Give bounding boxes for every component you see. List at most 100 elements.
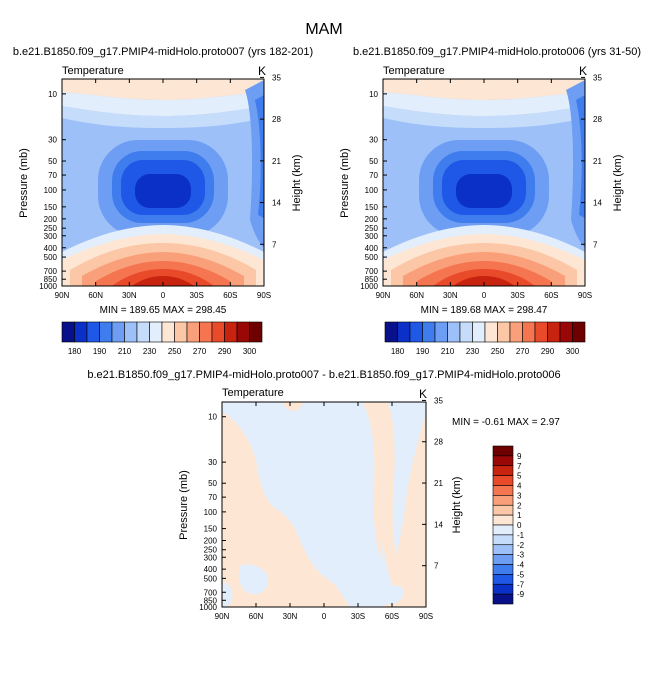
x-tick-label: 0: [322, 612, 327, 621]
colorbar-swatch: [136, 321, 150, 343]
y-right-tick-label: 7: [434, 562, 439, 571]
colorbar: 180 190 210 230 250 270 290 300: [61, 321, 263, 356]
y-tick-label: 10: [48, 90, 57, 99]
y-right-tick-label: 35: [272, 73, 281, 82]
y-tick-label: 200: [44, 215, 58, 224]
colorbar-swatch: [111, 321, 125, 343]
x-tick-label: 30N: [283, 612, 298, 621]
colorbar-label: -1: [517, 531, 525, 540]
y-tick-label: 70: [369, 171, 378, 180]
colorbar-swatch: [161, 321, 175, 343]
x-tick-label: 90S: [257, 291, 271, 300]
y-tick-label: 250: [204, 546, 218, 555]
panel-title: b.e21.B1850.f09_g17.PMIP4-midHolo.proto0…: [87, 369, 560, 381]
colorbar-swatch: [472, 321, 486, 343]
colorbar-label: -2: [517, 541, 525, 550]
y-tick-label: 30: [369, 136, 378, 145]
colorbar-label: 230: [143, 347, 157, 356]
colorbar-swatch: [492, 495, 514, 506]
y-right-tick-label: 35: [434, 396, 443, 405]
units-label: K: [579, 64, 587, 78]
y-right-tick-label: 7: [272, 240, 277, 249]
colorbar-swatch: [211, 321, 225, 343]
x-tick-label: 0: [161, 291, 166, 300]
colorbar-swatch: [249, 321, 263, 343]
y-tick-label: 70: [208, 493, 217, 502]
colorbar-swatch: [174, 321, 188, 343]
y-tick-label: 10: [208, 413, 217, 422]
y-tick-label: 850: [365, 275, 379, 284]
panel-title: b.e21.B1850.f09_g17.PMIP4-midHolo.proto0…: [13, 46, 313, 58]
x-tick-label: 60S: [223, 291, 237, 300]
y-tick-label: 300: [44, 232, 58, 241]
y-right-tick-label: 21: [593, 157, 602, 166]
x-tick-label: 90S: [578, 291, 592, 300]
panel-proto007: b.e21.B1850.f09_g17.PMIP4-midHolo.proto0…: [13, 46, 313, 356]
colorbar-label: 270: [193, 347, 207, 356]
contour-field: [62, 79, 264, 286]
colorbar-swatch: [492, 504, 514, 516]
x-tick-label: 60S: [385, 612, 399, 621]
y-tick-label: 70: [48, 171, 57, 180]
colorbar-label: 4: [517, 482, 522, 491]
colorbar-swatch: [434, 321, 448, 343]
colorbar-label: 210: [118, 347, 132, 356]
y-tick-label: 150: [204, 525, 218, 534]
colorbar-swatch: [509, 321, 523, 343]
colorbar-label: 210: [441, 347, 455, 356]
colorbar-label: 290: [218, 347, 232, 356]
panel-proto006: b.e21.B1850.f09_g17.PMIP4-midHolo.proto0…: [339, 46, 641, 356]
colorbar-swatch: [484, 321, 498, 343]
colorbar-label: 9: [517, 452, 522, 461]
y-right-tick-label: 35: [593, 73, 602, 82]
min-max-stats: MIN = 189.68 MAX = 298.47: [421, 305, 548, 316]
y-right-tick-label: 14: [434, 520, 443, 529]
colorbar-label: 0: [517, 521, 522, 530]
y-tick-label: 50: [48, 157, 57, 166]
colorbar-label: 2: [517, 501, 522, 510]
colorbar-label: 290: [541, 347, 555, 356]
y-tick-label: 1000: [199, 603, 217, 612]
y-tick-label: 50: [369, 157, 378, 166]
colorbar-swatch: [492, 574, 514, 585]
colorbar-label: 5: [517, 472, 522, 481]
x-tick-label: 90N: [55, 291, 70, 300]
y-tick-label: 400: [204, 565, 218, 574]
axes: 90N 60N 30N 0 30S 60S 90S103050701001502002503…: [39, 73, 281, 300]
y-axis-label: Pressure (mb): [18, 148, 30, 218]
y-tick-label: 400: [44, 244, 58, 253]
colorbar-swatch: [492, 455, 514, 467]
x-tick-label: 30S: [351, 612, 365, 621]
y-tick-label: 150: [44, 203, 58, 212]
y-tick-label: 500: [365, 253, 379, 262]
panel-difference: b.e21.B1850.f09_g17.PMIP4-midHolo.proto0…: [87, 369, 560, 621]
colorbar-label: 270: [516, 347, 530, 356]
y-axis-right-label: Height (km): [451, 477, 463, 534]
y-tick-label: 100: [204, 508, 218, 517]
y-right-tick-label: 28: [434, 438, 443, 447]
colorbar-label: -7: [517, 580, 525, 589]
y-tick-label: 1000: [39, 282, 57, 291]
colorbar-label: 190: [416, 347, 430, 356]
y-tick-label: 100: [44, 186, 58, 195]
colorbar-label: 180: [391, 347, 405, 356]
y-tick-label: 700: [204, 588, 218, 597]
variable-label: Temperature: [383, 65, 445, 77]
colorbar-swatch: [224, 321, 238, 343]
y-tick-label: 150: [365, 203, 379, 212]
x-tick-label: 0: [482, 291, 487, 300]
colorbar-label: 7: [517, 462, 522, 471]
x-tick-label: 30N: [122, 291, 137, 300]
y-tick-label: 500: [44, 253, 58, 262]
colorbar-label: 180: [68, 347, 82, 356]
colorbar-swatch: [199, 321, 213, 343]
y-tick-label: 200: [204, 537, 218, 546]
y-tick-label: 100: [365, 186, 379, 195]
y-tick-label: 250: [44, 224, 58, 233]
y-tick-label: 500: [204, 574, 218, 583]
y-tick-label: 30: [208, 458, 217, 467]
page-title: MAM: [305, 21, 342, 38]
x-tick-label: 60N: [88, 291, 103, 300]
